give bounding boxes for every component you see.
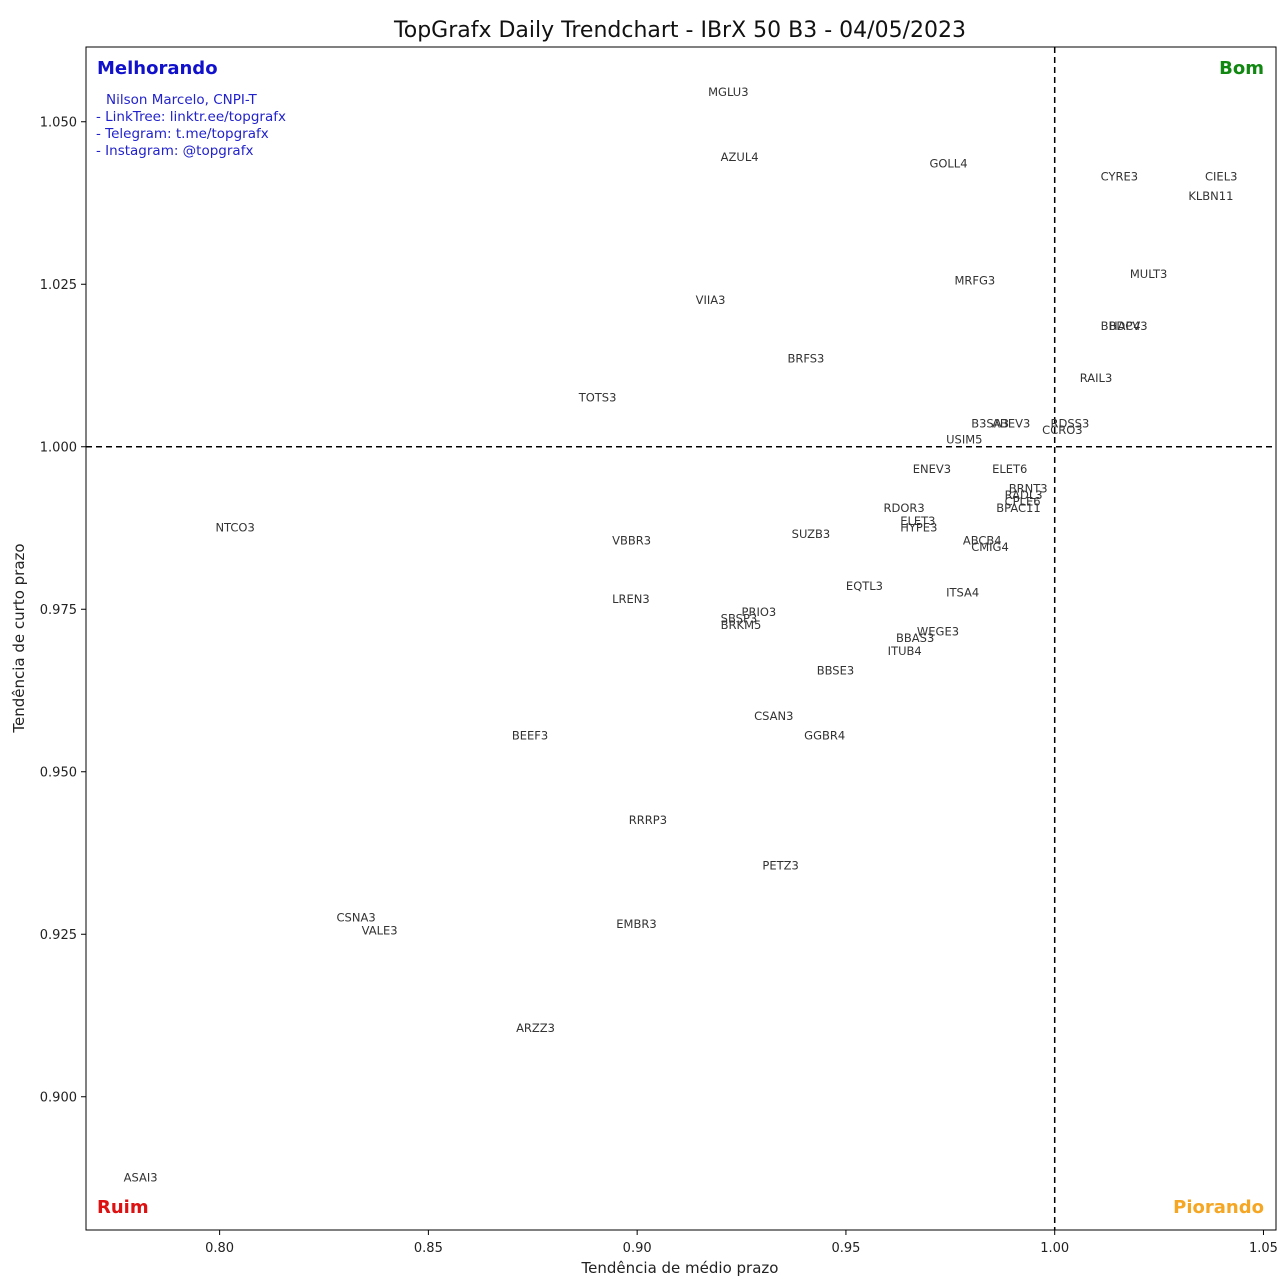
point-label-azul4: AZUL4 <box>721 150 759 164</box>
credit-annotation: Nilson Marcelo, CNPI-T- LinkTree: linktr… <box>96 92 286 159</box>
y-tick-label: 0.975 <box>40 603 77 618</box>
point-label-cmig4: CMIG4 <box>971 540 1009 554</box>
plot-area <box>85 46 1277 1231</box>
point-label-ciel3: CIEL3 <box>1205 169 1237 183</box>
point-label-mglu3: MGLU3 <box>708 85 748 99</box>
quadrant-label-ruim: Ruim <box>97 1197 149 1218</box>
y-tick-label: 1.050 <box>40 115 77 130</box>
point-label-klbn11: KLBN11 <box>1188 189 1233 203</box>
y-tick-label: 1.025 <box>40 278 77 293</box>
y-tick-label: 0.925 <box>40 928 77 943</box>
point-label-hapv3: HAPV3 <box>1109 319 1148 333</box>
point-label-brkm5: BRKM5 <box>721 618 762 632</box>
x-tick-label: 0.90 <box>623 1241 652 1256</box>
point-label-b3sa3: B3SA3 <box>971 416 1009 430</box>
point-label-brnt3: BRNT3 <box>1009 481 1048 495</box>
y-axis-label: Tendência de curto prazo <box>10 543 28 733</box>
data-labels: MGLU3 AZUL4 GOLL4 CYRE3 CIEL3 KLBN11 MULT3 MRFG… <box>124 85 1238 1185</box>
point-label-elet3: ELET3 <box>900 514 935 528</box>
x-axis-label: Tendência de médio prazo <box>581 1259 779 1277</box>
quadrant-label-melhorando: Melhorando <box>97 58 218 79</box>
point-label-sbsp3: SBSP3 <box>721 611 758 625</box>
point-label-cyre3: CYRE3 <box>1101 169 1138 183</box>
point-label-rdss3: RDSS3 <box>1051 416 1090 430</box>
point-label-rail3: RAIL3 <box>1080 371 1113 385</box>
point-label-rrrp3: RRRP3 <box>629 813 667 827</box>
point-label-eqtl3: EQTL3 <box>846 579 883 593</box>
point-label-itsa4: ITSA4 <box>946 585 979 599</box>
point-label-ntco3: NTCO3 <box>215 520 254 534</box>
x-tick-label: 1.05 <box>1249 1241 1278 1256</box>
point-label-ccro3: CCRO3 <box>1042 423 1082 437</box>
point-label-lren3: LREN3 <box>612 592 650 606</box>
point-label-ggbr4: GGBR4 <box>804 728 845 742</box>
reference-lines <box>86 47 1276 1230</box>
point-label-tots3: TOTS3 <box>578 390 617 404</box>
y-axis: 0.900 0.925 0.950 0.975 1.000 1.025 1.050 <box>40 115 86 1105</box>
x-axis: 0.80 0.85 0.90 0.95 1.00 1.05 <box>205 1230 1278 1256</box>
x-tick-label: 0.80 <box>205 1241 234 1256</box>
x-tick-label: 1.00 <box>1040 1241 1069 1256</box>
point-label-itub4: ITUB4 <box>888 644 922 658</box>
credit-line: Nilson Marcelo, CNPI-T <box>106 92 258 108</box>
credit-line: - Telegram: t.me/topgrafx <box>96 126 269 142</box>
x-tick-label: 0.85 <box>414 1241 443 1256</box>
point-label-embr3: EMBR3 <box>616 917 656 931</box>
point-label-arzz3: ARZZ3 <box>516 1021 555 1035</box>
point-label-bbdc4: BBDC4 <box>1101 319 1141 333</box>
point-label-radl3: RADL3 <box>1005 488 1043 502</box>
point-label-abev3: ABEV3 <box>992 416 1030 430</box>
point-label-viia3: VIIA3 <box>696 293 726 307</box>
credit-line: - LinkTree: linktr.ee/topgrafx <box>96 109 286 125</box>
point-label-prio3: PRIO3 <box>742 605 777 619</box>
point-label-goll4: GOLL4 <box>929 156 967 170</box>
point-label-asai3: ASAI3 <box>124 1170 158 1184</box>
y-tick-label: 0.950 <box>40 765 77 780</box>
point-label-brfs3: BRFS3 <box>787 351 824 365</box>
quadrant-label-piorando: Piorando <box>1173 1197 1264 1218</box>
point-label-cple6: CPLE6 <box>1005 494 1041 508</box>
y-tick-label: 0.900 <box>40 1090 77 1105</box>
point-label-vbbr3: VBBR3 <box>612 533 651 547</box>
point-label-beef3: BEEF3 <box>512 728 548 742</box>
credit-line: - Instagram: @topgrafx <box>96 143 253 159</box>
x-tick-label: 0.95 <box>831 1241 860 1256</box>
point-label-usim5: USIM5 <box>946 433 982 447</box>
point-label-csna3: CSNA3 <box>337 910 376 924</box>
point-label-suzb3: SUZB3 <box>792 527 831 541</box>
point-label-mrfg3: MRFG3 <box>954 273 995 287</box>
point-label-vale3: VALE3 <box>362 923 398 937</box>
point-label-hype3: HYPE3 <box>900 520 937 534</box>
point-label-bpac11: BPAC11 <box>996 501 1040 515</box>
point-label-rdor3: RDOR3 <box>884 501 925 515</box>
point-label-mult3: MULT3 <box>1130 267 1168 281</box>
point-label-bbse3: BBSE3 <box>817 663 854 677</box>
quadrant-labels: Melhorando Bom Ruim Piorando <box>97 58 1264 1218</box>
point-label-csan3: CSAN3 <box>754 709 793 723</box>
quadrant-label-bom: Bom <box>1219 58 1264 79</box>
point-label-elet6: ELET6 <box>992 462 1027 476</box>
chart-title: TopGrafx Daily Trendchart - IBrX 50 B3 -… <box>393 18 966 43</box>
point-label-wege3: WEGE3 <box>917 624 959 638</box>
point-label-enev3: ENEV3 <box>913 462 951 476</box>
y-tick-label: 1.000 <box>40 440 77 455</box>
point-label-bbas3: BBAS3 <box>896 631 934 645</box>
point-label-abcb4: ABCB4 <box>963 533 1002 547</box>
point-label-petz3: PETZ3 <box>762 858 798 872</box>
